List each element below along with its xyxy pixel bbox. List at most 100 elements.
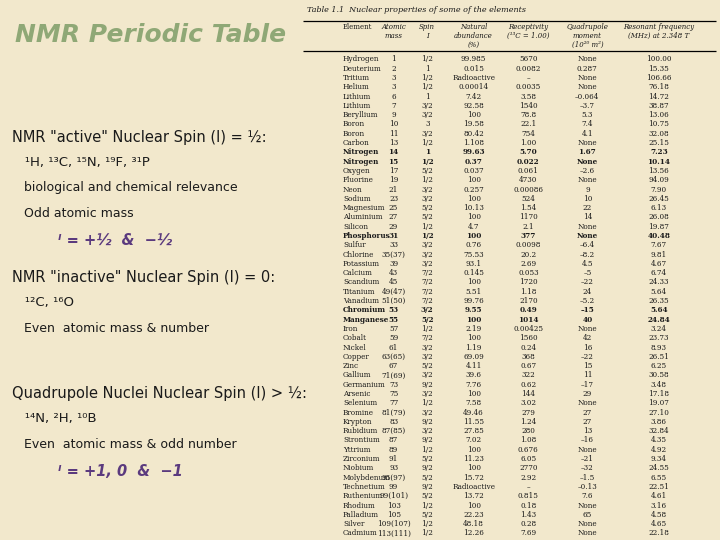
Text: 24: 24 — [582, 288, 592, 296]
Text: 1.08: 1.08 — [521, 436, 536, 444]
Text: 32.84: 32.84 — [649, 427, 669, 435]
Text: None: None — [577, 446, 597, 454]
Text: 1/2: 1/2 — [421, 232, 433, 240]
Text: 113(111): 113(111) — [377, 529, 410, 537]
Text: 1: 1 — [425, 92, 430, 100]
Text: 7.23: 7.23 — [650, 148, 668, 157]
Text: 13.06: 13.06 — [649, 111, 670, 119]
Text: Spin
I: Spin I — [419, 23, 436, 40]
Text: 75.53: 75.53 — [463, 251, 484, 259]
Text: 3.16: 3.16 — [651, 502, 667, 510]
Text: 59: 59 — [389, 334, 398, 342]
Text: Zinc: Zinc — [343, 362, 359, 370]
Text: 4.11: 4.11 — [465, 362, 482, 370]
Text: None: None — [577, 222, 597, 231]
Text: Sulfur: Sulfur — [343, 241, 366, 249]
Text: Zirconium: Zirconium — [343, 455, 381, 463]
Text: 13.72: 13.72 — [463, 492, 484, 500]
Text: 19.07: 19.07 — [649, 399, 670, 407]
Text: 9/2: 9/2 — [421, 464, 433, 472]
Text: 14.72: 14.72 — [649, 92, 670, 100]
Text: 100: 100 — [467, 111, 480, 119]
Text: 23.73: 23.73 — [649, 334, 669, 342]
Text: 73: 73 — [389, 381, 398, 389]
Text: 40: 40 — [582, 316, 593, 323]
Text: 95(97): 95(97) — [382, 474, 405, 482]
Text: Titanium: Titanium — [343, 288, 376, 296]
Text: 8.93: 8.93 — [651, 343, 667, 352]
Text: 26.51: 26.51 — [649, 353, 670, 361]
Text: 1/2: 1/2 — [421, 158, 433, 166]
Text: 109(107): 109(107) — [377, 520, 410, 528]
Text: 13: 13 — [582, 427, 592, 435]
Text: 3/2: 3/2 — [421, 372, 433, 380]
Text: 14: 14 — [582, 213, 592, 221]
Text: –8.2: –8.2 — [580, 251, 595, 259]
Text: 91: 91 — [389, 455, 398, 463]
Text: 99: 99 — [389, 483, 398, 491]
Text: Nickel: Nickel — [343, 343, 366, 352]
Text: ¹²C, ¹⁶O: ¹²C, ¹⁶O — [12, 296, 74, 309]
Text: 3/2: 3/2 — [421, 260, 433, 268]
Text: –0.064: –0.064 — [575, 92, 600, 100]
Text: ¹⁴N, ²H, ¹⁰B: ¹⁴N, ²H, ¹⁰B — [12, 412, 96, 425]
Text: Aluminium: Aluminium — [343, 213, 382, 221]
Text: Quadrupole Nuclei Nuclear Spin (I) > ½:: Quadrupole Nuclei Nuclear Spin (I) > ½: — [12, 386, 307, 401]
Text: None: None — [577, 56, 597, 63]
Text: 23: 23 — [389, 195, 398, 203]
Text: 3: 3 — [425, 120, 430, 129]
Text: 3/2: 3/2 — [421, 241, 433, 249]
Text: Helium: Helium — [343, 83, 370, 91]
Text: –16: –16 — [581, 436, 594, 444]
Text: 5.64: 5.64 — [650, 306, 667, 314]
Text: 0.76: 0.76 — [466, 241, 482, 249]
Text: 0.00425: 0.00425 — [513, 325, 544, 333]
Text: 24.55: 24.55 — [649, 464, 670, 472]
Text: 5.51: 5.51 — [465, 288, 482, 296]
Text: Atomic
mass: Atomic mass — [381, 23, 406, 40]
Text: Silver: Silver — [343, 520, 364, 528]
Text: 11: 11 — [582, 372, 592, 380]
Text: 1/2: 1/2 — [421, 139, 433, 147]
Text: None: None — [577, 232, 598, 240]
Text: 280: 280 — [521, 427, 535, 435]
Text: Technetium: Technetium — [343, 483, 386, 491]
Text: Ruthenium: Ruthenium — [343, 492, 383, 500]
Text: ¹H, ¹³C, ¹⁵N, ¹⁹F, ³¹P: ¹H, ¹³C, ¹⁵N, ¹⁹F, ³¹P — [12, 156, 150, 168]
Text: 100: 100 — [467, 390, 480, 398]
Text: 17: 17 — [389, 167, 398, 175]
Text: Resonant frequency
(MHz) at 2.348 T: Resonant frequency (MHz) at 2.348 T — [624, 23, 695, 40]
Text: 4.67: 4.67 — [651, 260, 667, 268]
Text: 22.51: 22.51 — [649, 483, 670, 491]
Text: 14: 14 — [389, 148, 399, 157]
Text: 27.85: 27.85 — [463, 427, 484, 435]
Text: 3.58: 3.58 — [521, 92, 536, 100]
Text: 3/2: 3/2 — [421, 343, 433, 352]
Text: Boron: Boron — [343, 130, 365, 138]
Text: 87: 87 — [389, 436, 398, 444]
Text: 1: 1 — [425, 148, 430, 157]
Text: 39.6: 39.6 — [466, 372, 482, 380]
Text: 6.74: 6.74 — [651, 269, 667, 277]
Text: 754: 754 — [521, 130, 535, 138]
Text: 9.81: 9.81 — [651, 251, 667, 259]
Text: 2.1: 2.1 — [523, 222, 534, 231]
Text: 0.815: 0.815 — [518, 492, 539, 500]
Text: 78.8: 78.8 — [521, 111, 536, 119]
Text: 29: 29 — [582, 390, 592, 398]
Text: 3/2: 3/2 — [421, 306, 433, 314]
Text: Arsenic: Arsenic — [343, 390, 371, 398]
Text: 99(101): 99(101) — [379, 492, 408, 500]
Text: 9/2: 9/2 — [421, 381, 433, 389]
Text: Rhodium: Rhodium — [343, 502, 376, 510]
Text: –15: –15 — [580, 306, 594, 314]
Text: 67: 67 — [389, 362, 398, 370]
Text: None: None — [577, 139, 597, 147]
Text: –21: –21 — [581, 455, 594, 463]
Text: Bromine: Bromine — [343, 409, 374, 416]
Text: 9.34: 9.34 — [651, 455, 667, 463]
Text: Strontium: Strontium — [343, 436, 379, 444]
Text: –22: –22 — [581, 353, 594, 361]
Text: 22.23: 22.23 — [463, 511, 484, 519]
Text: 0.18: 0.18 — [521, 502, 536, 510]
